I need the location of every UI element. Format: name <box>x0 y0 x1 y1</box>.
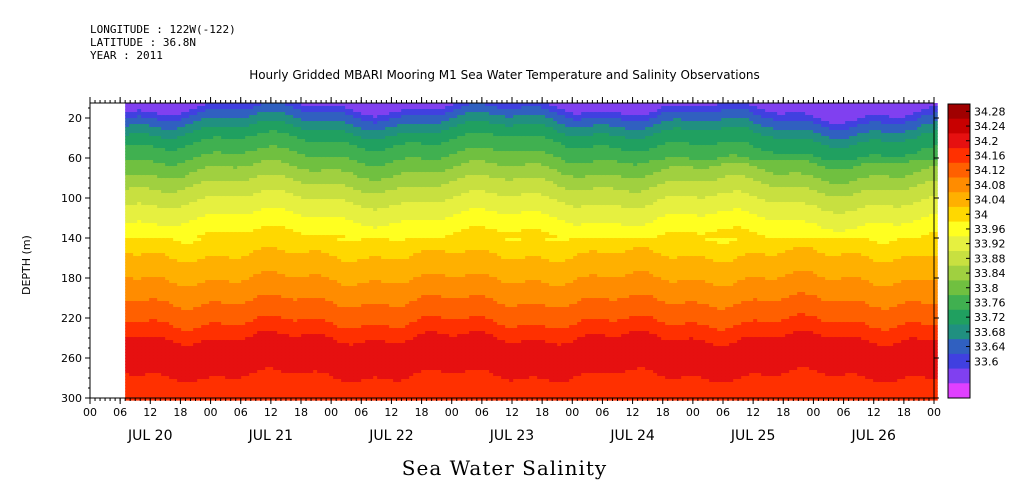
colorbar-swatch <box>948 339 970 355</box>
x-tick-label: 12 <box>384 406 398 419</box>
x-tick-label: 00 <box>445 406 459 419</box>
year-label: YEAR : 2011 <box>90 50 163 62</box>
colorbar-swatch <box>948 251 970 267</box>
x-tick-label: 00 <box>927 406 941 419</box>
colorbar-swatch <box>948 265 970 281</box>
x-tick-label: 06 <box>716 406 730 419</box>
x-tick-label: 00 <box>686 406 700 419</box>
x-tick-label: 18 <box>535 406 549 419</box>
colorbar-swatch <box>948 118 970 134</box>
x-tick-label: 12 <box>867 406 881 419</box>
colorbar-label: 33.8 <box>974 282 999 295</box>
y-tick-label: 140 <box>61 232 82 245</box>
salinity-field <box>125 103 938 401</box>
y-tick-label: 300 <box>61 392 82 405</box>
x-tick-label: 00 <box>565 406 579 419</box>
x-tick-label: 06 <box>113 406 127 419</box>
x-tick-label: 18 <box>897 406 911 419</box>
colorbar-swatch <box>948 295 970 311</box>
colorbar-swatch <box>948 309 970 325</box>
x-tick-label: 12 <box>264 406 278 419</box>
day-label: JUL 21 <box>248 428 293 444</box>
y-tick-label: 100 <box>61 192 82 205</box>
x-tick-label: 06 <box>475 406 489 419</box>
longitude-label: LONGITUDE : 122W(-122) <box>90 24 236 36</box>
y-tick-label: 220 <box>61 312 82 325</box>
colorbar-swatch <box>948 104 970 120</box>
colorbar-swatch <box>948 192 970 208</box>
x-tick-label: 12 <box>505 406 519 419</box>
colorbar-label: 34.2 <box>974 135 999 148</box>
x-tick-label: 12 <box>143 406 157 419</box>
colorbar-swatch <box>948 162 970 178</box>
day-label: JUL 25 <box>730 428 775 444</box>
colorbar-label: 34.04 <box>974 194 1006 207</box>
x-tick-label: 18 <box>415 406 429 419</box>
day-label: JUL 23 <box>489 428 534 444</box>
colorbar-label: 33.92 <box>974 238 1006 251</box>
colorbar-label: 33.88 <box>974 252 1006 265</box>
colorbar-swatch <box>948 221 970 237</box>
colorbar-swatch <box>948 177 970 193</box>
x-tick-label: 00 <box>806 406 820 419</box>
y-tick-label: 20 <box>68 112 82 125</box>
colorbar-swatch <box>948 206 970 223</box>
y-tick-label: 60 <box>68 152 82 165</box>
colorbar-swatch <box>948 353 970 370</box>
x-tick-label: 00 <box>83 406 97 419</box>
x-tick-label: 06 <box>595 406 609 419</box>
x-tick-label: 06 <box>354 406 368 419</box>
colorbar-label: 34.28 <box>974 105 1006 118</box>
colorbar-swatch <box>948 148 970 164</box>
colorbar-label: 33.6 <box>974 355 999 368</box>
x-tick-label: 00 <box>324 406 338 419</box>
day-label: JUL 26 <box>850 428 896 444</box>
x-tick-label: 18 <box>776 406 790 419</box>
x-tick-label: 12 <box>626 406 640 419</box>
colorbar-label: 34.16 <box>974 149 1006 162</box>
x-tick-label: 06 <box>837 406 851 419</box>
y-tick-label: 260 <box>61 352 82 365</box>
colorbar-label: 33.76 <box>974 296 1006 309</box>
x-tick-label: 18 <box>173 406 187 419</box>
colorbar-label: 33.64 <box>974 341 1006 354</box>
colorbar-swatch <box>948 383 970 399</box>
y-tick-label: 180 <box>61 272 82 285</box>
x-tick-label: 18 <box>294 406 308 419</box>
x-tick-label: 18 <box>656 406 670 419</box>
chart-title: Hourly Gridded MBARI Mooring M1 Sea Wate… <box>0 68 1009 82</box>
colorbar-swatch <box>948 133 970 149</box>
colorbar-label: 34 <box>974 208 988 221</box>
latitude-label: LATITUDE : 36.8N <box>90 37 196 49</box>
colorbar-label: 34.12 <box>974 164 1006 177</box>
colorbar-label: 33.68 <box>974 326 1006 339</box>
colorbar-label: 33.96 <box>974 223 1006 236</box>
colorbar-frame <box>947 103 971 399</box>
day-label: JUL 24 <box>609 428 655 444</box>
day-label: JUL 20 <box>127 428 172 444</box>
colorbar-label: 34.24 <box>974 120 1006 133</box>
x-tick-label: 12 <box>746 406 760 419</box>
colorbar-swatch <box>948 236 970 252</box>
day-label: JUL 22 <box>368 428 413 444</box>
colorbar-label: 34.08 <box>974 179 1006 192</box>
x-tick-label: 00 <box>204 406 218 419</box>
colorbar-label: 33.84 <box>974 267 1006 280</box>
x-tick-label: 06 <box>234 406 248 419</box>
colorbar-swatch <box>948 324 970 340</box>
colorbar-label: 33.72 <box>974 311 1006 324</box>
x-axis-title: Sea Water Salinity <box>0 456 1009 480</box>
colorbar-swatch <box>948 280 970 296</box>
colorbar-swatch <box>948 368 970 384</box>
